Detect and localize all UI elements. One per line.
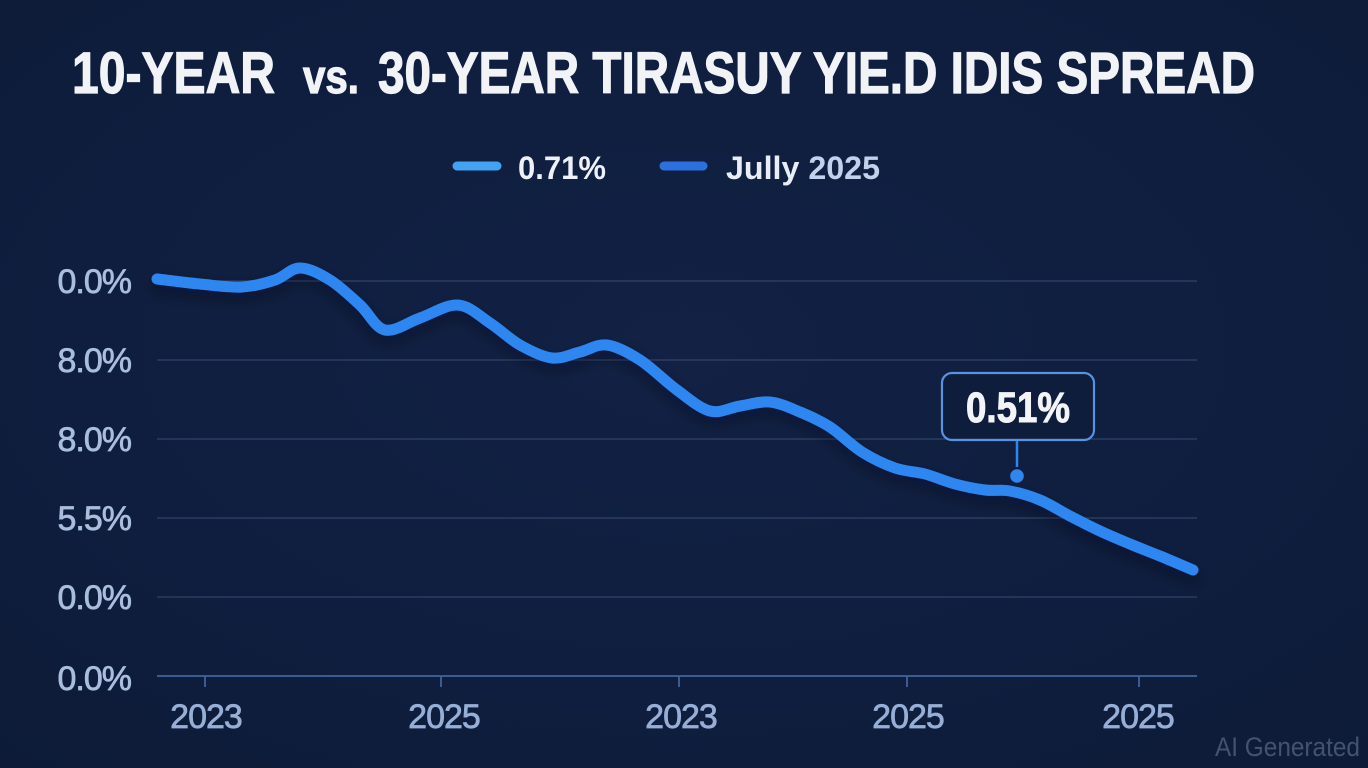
svg-text:AI Generated: AI Generated (1215, 732, 1360, 762)
svg-text:5.5%: 5.5% (58, 500, 132, 538)
svg-text:Jully 2025: Jully 2025 (726, 150, 880, 186)
svg-text:2025: 2025 (872, 698, 944, 736)
svg-text:0.51%: 0.51% (966, 384, 1070, 432)
svg-text:2023: 2023 (170, 698, 242, 736)
svg-text:0.71%: 0.71% (518, 150, 606, 186)
svg-text:8.0%: 8.0% (58, 421, 132, 459)
svg-text:vs.: vs. (303, 50, 359, 103)
svg-text:2025: 2025 (408, 698, 480, 736)
svg-text:0.0%: 0.0% (58, 263, 132, 301)
svg-text:0.0%: 0.0% (58, 660, 132, 698)
svg-text:8.0%: 8.0% (58, 342, 132, 380)
svg-text:2025: 2025 (1102, 698, 1174, 736)
svg-text:30-YEAR TIRASUY YIE.D IDIS SPR: 30-YEAR TIRASUY YIE.D IDIS SPREAD (378, 41, 1255, 106)
svg-text:2023: 2023 (645, 698, 717, 736)
svg-text:0.0%: 0.0% (58, 579, 132, 617)
svg-text:10-YEAR: 10-YEAR (72, 41, 275, 106)
